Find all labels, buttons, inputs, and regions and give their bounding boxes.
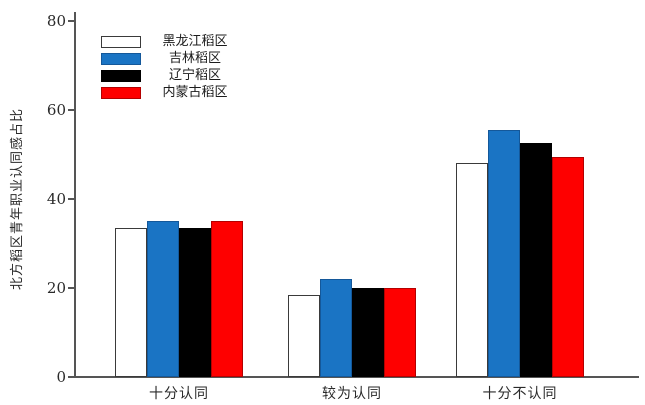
bar <box>520 143 552 377</box>
x-tick-label: 较为认同 <box>322 386 382 402</box>
bar <box>179 227 211 377</box>
bar <box>384 288 416 377</box>
bar <box>115 227 147 377</box>
legend-item: 辽宁稻区 <box>101 67 240 84</box>
legend-swatch <box>101 52 141 65</box>
bar <box>288 294 320 377</box>
bar <box>211 221 243 377</box>
y-tick-label: 20 <box>46 279 66 297</box>
y-tick-label: 60 <box>46 101 66 119</box>
bar <box>320 279 352 377</box>
y-tick-mark <box>68 376 75 378</box>
y-tick-label: 80 <box>46 12 66 30</box>
legend-item: 吉林稻区 <box>101 50 240 67</box>
x-axis-line <box>74 376 639 378</box>
legend-label: 辽宁稻区 <box>168 68 221 83</box>
legend-label: 黑龙江稻区 <box>162 34 228 49</box>
legend-swatch <box>101 69 141 82</box>
bar <box>352 288 384 377</box>
y-tick-mark <box>68 198 75 200</box>
legend-item: 内蒙古稻区 <box>101 84 240 101</box>
y-tick-mark <box>68 109 75 111</box>
bar <box>147 221 179 377</box>
legend-label: 内蒙古稻区 <box>162 85 228 100</box>
y-tick-mark <box>68 20 75 22</box>
bar <box>488 130 520 377</box>
x-tick-label: 十分不认同 <box>482 386 558 402</box>
y-tick-label: 0 <box>56 368 66 386</box>
y-axis-title: 北方稻区青年职业认同感占比 <box>10 107 25 290</box>
bar <box>552 156 584 377</box>
bar <box>456 163 488 377</box>
legend-label: 吉林稻区 <box>168 51 221 66</box>
x-tick-label: 十分认同 <box>149 386 209 402</box>
y-tick-mark <box>68 287 75 289</box>
y-axis-line <box>74 12 76 378</box>
legend-item: 黑龙江稻区 <box>101 33 240 50</box>
legend-swatch <box>101 35 141 48</box>
y-tick-label: 40 <box>46 190 66 208</box>
legend-swatch <box>101 86 141 99</box>
legend: 黑龙江稻区吉林稻区辽宁稻区内蒙古稻区 <box>101 33 240 101</box>
